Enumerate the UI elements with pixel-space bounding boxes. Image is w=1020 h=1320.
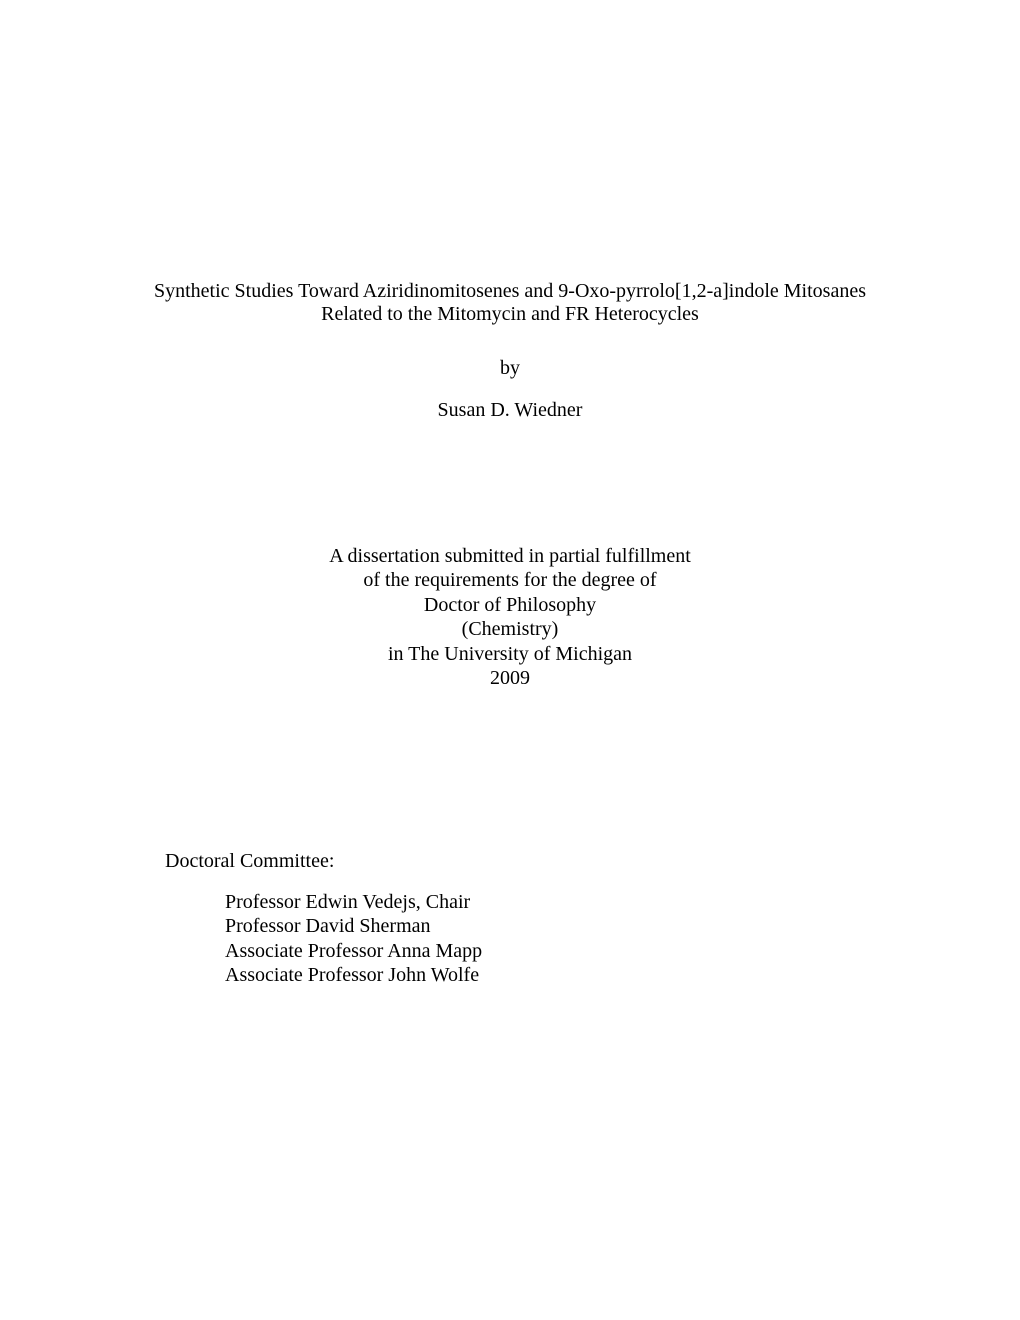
dissertation-line-4: (Chemistry) [0, 617, 1020, 641]
dissertation-line-5: in The University of Michigan [0, 642, 1020, 666]
committee-member: Associate Professor John Wolfe [225, 963, 482, 987]
committee-members-list: Professor Edwin Vedejs, Chair Professor … [225, 890, 482, 988]
dissertation-statement: A dissertation submitted in partial fulf… [0, 544, 1020, 690]
committee-member: Associate Professor Anna Mapp [225, 939, 482, 963]
title-line-1: Synthetic Studies Toward Aziridinomitose… [0, 280, 1020, 303]
dissertation-line-3: Doctor of Philosophy [0, 593, 1020, 617]
page-container: Synthetic Studies Toward Aziridinomitose… [0, 0, 1020, 1320]
dissertation-line-1: A dissertation submitted in partial fulf… [0, 544, 1020, 568]
committee-member: Professor David Sherman [225, 914, 482, 938]
author-name: Susan D. Wiedner [0, 399, 1020, 422]
title-line-2: Related to the Mitomycin and FR Heterocy… [0, 303, 1020, 326]
dissertation-line-6: 2009 [0, 666, 1020, 690]
dissertation-line-2: of the requirements for the degree of [0, 568, 1020, 592]
by-label: by [0, 357, 1020, 380]
title-block: Synthetic Studies Toward Aziridinomitose… [0, 280, 1020, 326]
committee-heading: Doctoral Committee: [165, 850, 334, 873]
committee-member: Professor Edwin Vedejs, Chair [225, 890, 482, 914]
